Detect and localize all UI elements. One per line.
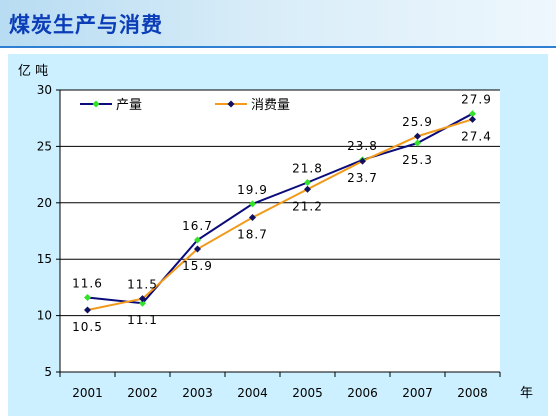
series-1-point [469,115,476,123]
x-tick-label: 2008 [457,386,488,400]
data-label: 25.9 [402,115,433,129]
data-label: 15.9 [182,259,213,273]
series-0-point [304,178,311,186]
series-line-1 [87,118,473,311]
data-label: 23.7 [347,171,378,185]
y-tick-label: 15 [37,252,52,266]
y-tick-label: 20 [37,196,52,210]
legend-label: 消费量 [251,98,290,113]
data-label: 27.9 [461,93,492,107]
chart-panel: 亿 吨 年 5 10 15 20 25 30 2001 2002 2003 2004 2005 200… [8,54,548,416]
series-1-point [359,157,366,165]
series-0-point [469,110,476,118]
series-1-point [414,132,421,140]
series-0-point [194,236,201,244]
x-tick-label: 2003 [182,386,213,400]
series-0-point [414,139,421,147]
series-1-point [249,213,256,221]
series-1-point [139,295,146,303]
x-axis-unit-label: 年 [520,386,533,401]
y-tick-label: 25 [37,139,52,153]
legend-label: 产量 [116,98,142,113]
header-divider [0,46,556,48]
data-label: 18.7 [237,227,268,241]
data-label: 11.1 [127,313,158,327]
legend-marker-0 [92,100,100,108]
series-line-0 [87,112,473,305]
data-label: 21.8 [292,161,323,175]
x-tick-label: 2007 [402,386,433,400]
series-0-point [84,294,91,302]
data-label: 21.2 [292,199,323,213]
data-label: 19.9 [237,183,268,197]
y-tick-label: 30 [37,83,52,97]
y-axis-unit-label: 亿 吨 [18,64,48,79]
legend-marker-1 [227,100,235,108]
series-0-point [139,299,146,307]
line-chart: 亿 吨 年 5 10 15 20 25 30 2001 2002 2003 2004 2005 200… [18,64,533,401]
plot-area [60,90,500,372]
page-title: 煤炭生产与消费 [9,13,163,37]
x-tick-label: 2006 [347,386,378,400]
series-1-point [84,306,91,314]
data-label: 10.5 [72,320,103,334]
x-tick-label: 2002 [127,386,158,400]
x-tick-label: 2005 [292,386,323,400]
x-tick-label: 2001 [72,386,103,400]
data-label: 25.3 [402,153,433,167]
data-label: 11.5 [127,278,158,292]
data-label: 11.6 [72,277,103,291]
header-bar: 煤炭生产与消费 [0,0,556,48]
x-tick-label: 2004 [237,386,268,400]
data-label: 27.4 [461,129,492,143]
series-1-point [304,185,311,193]
series-1-point [194,245,201,253]
y-tick-label: 10 [37,309,52,323]
data-label: 23.8 [347,139,378,153]
y-tick-label: 5 [44,365,52,379]
data-label: 16.7 [182,219,213,233]
series-0-point [249,200,256,208]
